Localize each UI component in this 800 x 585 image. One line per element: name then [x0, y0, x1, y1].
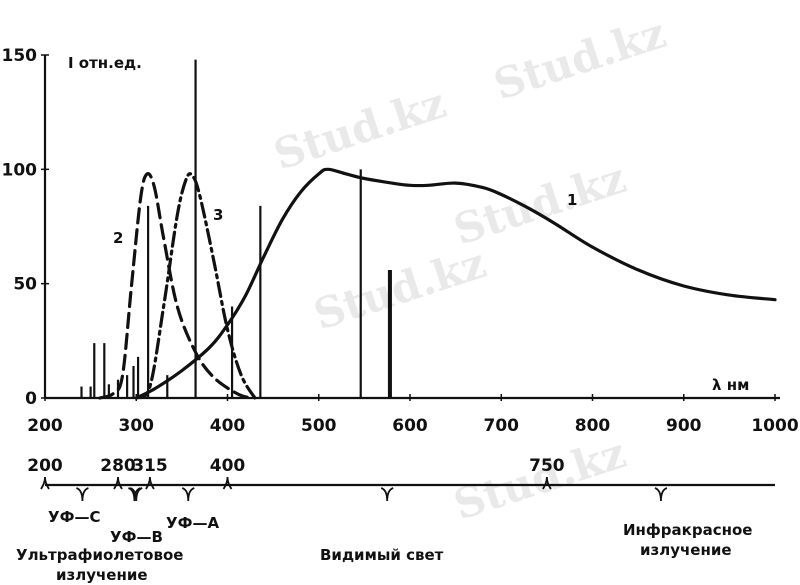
y-tick-label: 50	[13, 275, 37, 295]
curve-3-label: 3	[213, 206, 223, 224]
uvc-label: УФ—С	[48, 508, 100, 526]
range-brace-ir	[654, 487, 668, 502]
ir-range-label-line1: Инфракрасное	[623, 521, 752, 539]
y-axis-label: I отн.ед.	[68, 54, 142, 72]
x-tick-label: 500	[301, 416, 337, 436]
uv-range-label-line1: Ультрафиолетовое	[16, 546, 183, 564]
visible-range-label: Видимый свет	[320, 546, 444, 564]
series-2-curve	[98, 172, 252, 400]
range-scale-tick-label: 400	[210, 456, 246, 476]
uvb-label: УФ—В	[110, 528, 163, 546]
range-brace-uvc	[76, 487, 89, 502]
watermark-text: Stud.kz	[488, 8, 672, 109]
x-tick-label: 700	[484, 416, 520, 436]
range-scale-tick	[145, 476, 155, 490]
y-tick-label: 100	[2, 160, 38, 180]
range-brace-uv	[129, 487, 143, 502]
watermark-text: Stud.kz	[268, 78, 452, 179]
x-tick-label: 200	[27, 416, 63, 436]
curve-2-label: 2	[113, 229, 123, 247]
y-tick-label: 150	[2, 46, 38, 66]
range-brace-uva	[181, 487, 195, 502]
watermark-text: Stud.kz	[448, 153, 632, 254]
y-tick-label: 0	[25, 389, 37, 409]
range-scale-tick-label: 750	[529, 456, 565, 476]
watermark-text: Stud.kz	[448, 428, 632, 529]
x-tick-label: 600	[392, 416, 428, 436]
x-tick-label: 1000	[751, 416, 798, 436]
x-tick-label: 900	[666, 416, 702, 436]
range-brace-visible	[380, 487, 394, 502]
spectral-curves	[98, 167, 777, 400]
series-1-curve	[134, 167, 777, 400]
x-tick-label: 300	[119, 416, 155, 436]
range-scale-tick-label: 315	[132, 456, 168, 476]
uv-range-label-line2: излучение	[56, 566, 148, 584]
range-scale-tick-label: 280	[100, 456, 136, 476]
ir-range-label-line2: излучение	[640, 541, 732, 559]
x-axis-label: λ нм	[712, 376, 749, 394]
range-scale-tick	[222, 476, 233, 490]
x-tick-label: 800	[575, 416, 611, 436]
range-scale-tick	[40, 476, 50, 490]
range-scale-tick	[113, 476, 123, 490]
curve-1-label: 1	[567, 191, 577, 209]
range-scale-tick-label: 200	[27, 456, 63, 476]
range-scale-tick	[542, 476, 552, 490]
uva-label: УФ—А	[166, 514, 219, 532]
x-tick-label: 400	[210, 416, 246, 436]
series-3-curve	[134, 172, 257, 400]
range-brace-uvb	[128, 487, 141, 502]
